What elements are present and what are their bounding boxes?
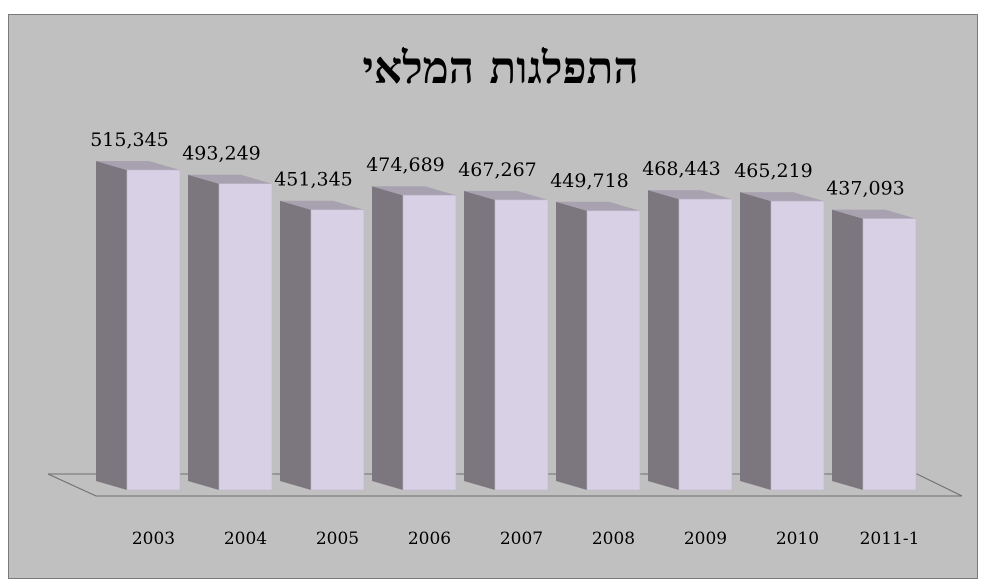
x-tick-label: 2011-1 [860,529,920,549]
data-label: 493,249 [182,143,261,165]
bar-side [740,192,771,490]
x-tick-label: 2010 [776,529,819,549]
bar-top [556,201,640,211]
data-label: 474,689 [366,154,445,176]
x-tick-label: 2003 [132,529,175,549]
bar-top [648,190,732,200]
bar [402,194,457,491]
category-labels: 2003 2004 2005 2006 2007 2008 2009 2010 2011-1 [132,529,920,549]
bar-series [96,161,917,491]
bar-side [832,209,863,490]
data-label: 468,443 [642,158,721,180]
x-tick-label: 2005 [316,529,359,549]
bar-top [188,174,272,184]
x-tick-label: 2008 [592,529,635,549]
bar [494,199,549,491]
x-tick-label: 2006 [408,529,451,549]
bar [770,200,825,491]
x-tick-label: 2007 [500,529,543,549]
value-labels: 515,345 493,249 451,345 474,689 467,267 449,7… [90,129,905,200]
bar-top [96,161,180,170]
bar-top [832,209,916,219]
data-label: 437,093 [826,178,905,200]
bar-side [464,190,495,491]
x-tick-label: 2004 [224,529,267,549]
data-label: 465,219 [734,160,813,182]
bar-side [280,200,311,491]
data-label: 515,345 [90,129,169,151]
bar [586,210,641,491]
bar-top [740,192,824,202]
bar-top [372,186,456,196]
bar [126,169,181,491]
x-tick-label: 2009 [684,529,727,549]
data-label: 467,267 [458,159,537,181]
data-label: 451,345 [274,169,353,191]
data-label: 449,718 [550,170,629,192]
bar-side [648,190,679,490]
bar-top [464,190,548,200]
bar [862,218,917,491]
bar-side [556,201,587,490]
bar [678,198,733,491]
bar [218,183,273,491]
bar-side [372,186,403,491]
bar-top [280,200,364,210]
chart-title: התפלגות המלאי [362,43,639,94]
bar-side [96,161,127,490]
bar-side [188,174,219,490]
bar [310,209,365,491]
